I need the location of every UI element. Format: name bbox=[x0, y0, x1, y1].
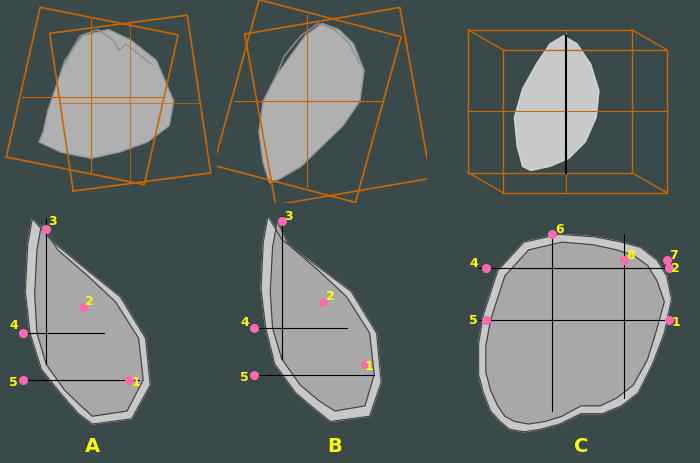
Point bbox=[41, 226, 52, 233]
Point bbox=[248, 325, 260, 332]
Text: A: A bbox=[85, 436, 100, 455]
Point bbox=[276, 218, 288, 225]
Point bbox=[248, 371, 260, 379]
Polygon shape bbox=[39, 31, 174, 159]
Text: 1: 1 bbox=[365, 360, 374, 373]
Text: 5: 5 bbox=[469, 313, 478, 326]
Text: 4: 4 bbox=[469, 256, 478, 269]
Point bbox=[480, 317, 491, 324]
Point bbox=[78, 304, 89, 311]
Text: 5: 5 bbox=[240, 370, 249, 383]
Text: C: C bbox=[574, 436, 588, 455]
Text: 3: 3 bbox=[48, 214, 57, 227]
Text: 1: 1 bbox=[132, 375, 141, 388]
Text: 2: 2 bbox=[85, 295, 94, 308]
Polygon shape bbox=[259, 25, 364, 183]
Text: 4: 4 bbox=[9, 318, 18, 331]
Point bbox=[664, 317, 675, 324]
Polygon shape bbox=[270, 222, 374, 411]
Text: 4: 4 bbox=[240, 316, 249, 329]
Point bbox=[18, 376, 29, 384]
Point bbox=[124, 376, 135, 384]
Polygon shape bbox=[514, 37, 599, 171]
Polygon shape bbox=[479, 235, 671, 432]
Point bbox=[661, 257, 672, 264]
Text: 6: 6 bbox=[555, 222, 564, 235]
Polygon shape bbox=[261, 217, 381, 421]
Text: B: B bbox=[328, 436, 342, 455]
Point bbox=[18, 330, 29, 337]
Text: 2: 2 bbox=[671, 261, 680, 274]
Point bbox=[547, 231, 558, 238]
Point bbox=[318, 299, 329, 306]
Point bbox=[480, 265, 491, 272]
Text: 5: 5 bbox=[9, 375, 18, 388]
Polygon shape bbox=[25, 219, 150, 424]
Point bbox=[664, 265, 675, 272]
Text: 3: 3 bbox=[284, 209, 293, 222]
Polygon shape bbox=[34, 225, 143, 416]
Text: 2: 2 bbox=[326, 290, 335, 303]
Point bbox=[618, 257, 629, 264]
Point bbox=[359, 361, 370, 368]
Polygon shape bbox=[486, 243, 664, 424]
Text: 7: 7 bbox=[669, 248, 678, 261]
Text: 8: 8 bbox=[626, 248, 635, 261]
Text: 1: 1 bbox=[671, 316, 680, 329]
